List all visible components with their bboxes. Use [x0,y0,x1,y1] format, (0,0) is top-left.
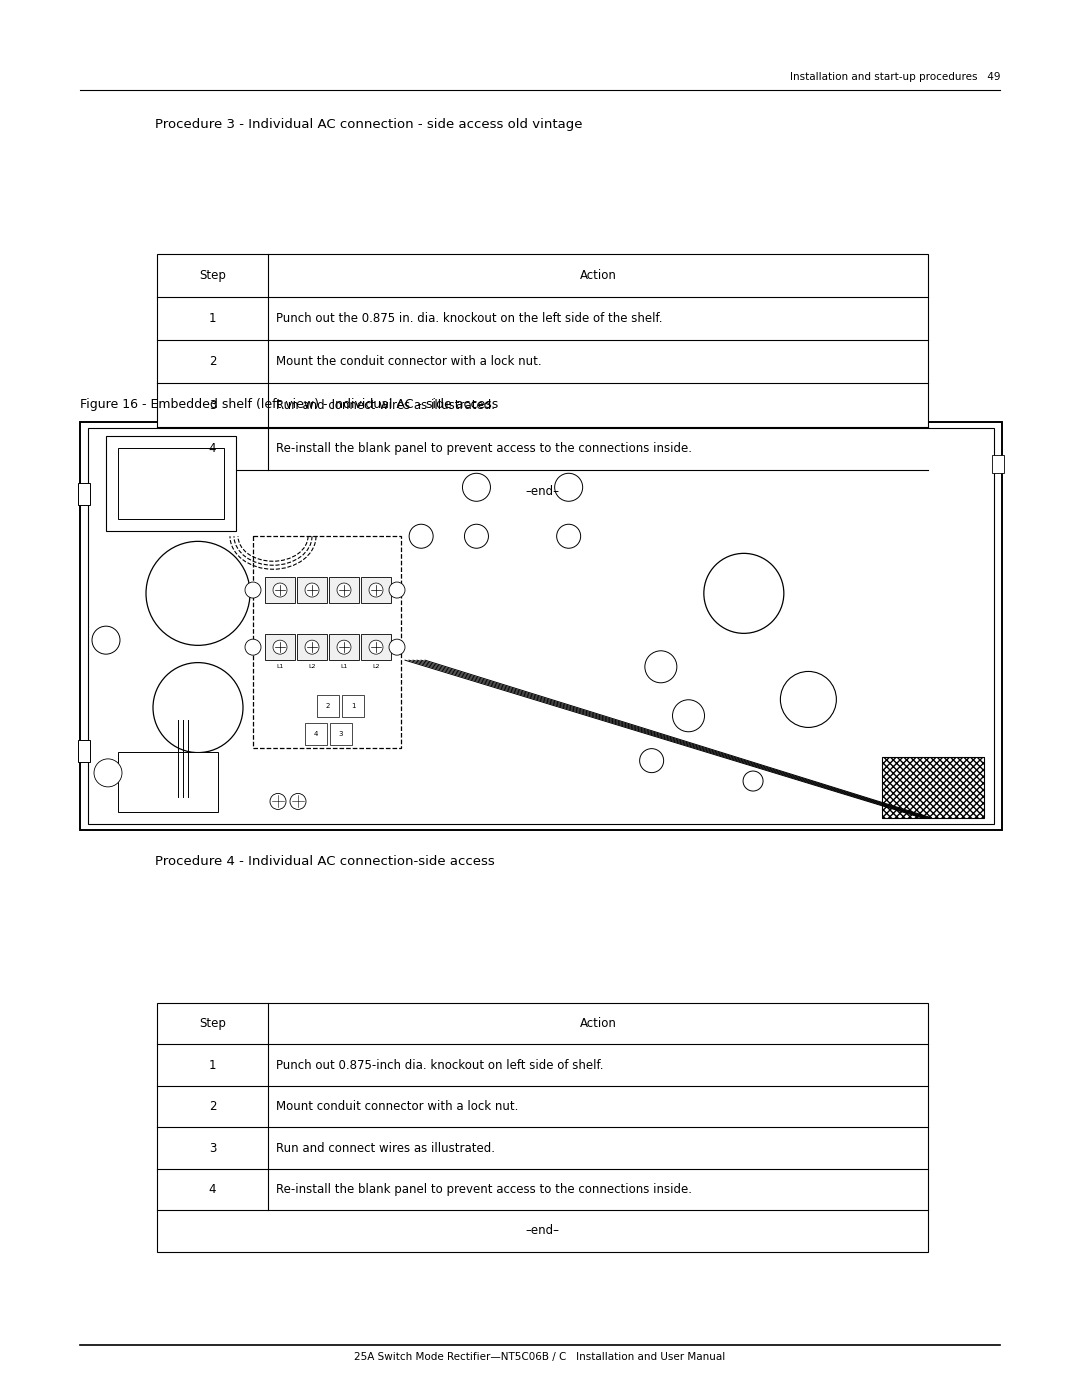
Circle shape [273,640,287,654]
Text: Mount the conduit connector with a lock nut.: Mount the conduit connector with a lock … [276,355,542,369]
Circle shape [462,474,490,502]
Circle shape [291,793,306,809]
Circle shape [556,524,581,548]
Circle shape [146,542,249,645]
Circle shape [743,771,764,791]
Text: Step: Step [199,1017,226,1030]
Circle shape [555,474,583,502]
Text: Punch out the 0.875 in. dia. knockout on the left side of the shelf.: Punch out the 0.875 in. dia. knockout on… [276,313,663,326]
Bar [118,448,224,520]
Bar [342,696,364,718]
Text: 1: 1 [208,313,216,326]
Bar [265,577,295,604]
Bar [80,422,1002,830]
Text: Mount conduit connector with a lock nut.: Mount conduit connector with a lock nut. [276,1101,518,1113]
Text: L2: L2 [308,664,315,669]
Bar [318,696,339,718]
Text: 4: 4 [208,1183,216,1196]
Bar [87,427,994,824]
Text: L1: L1 [276,664,284,669]
Circle shape [704,553,784,633]
Text: Re-install the blank panel to prevent access to the connections inside.: Re-install the blank panel to prevent ac… [276,1183,692,1196]
Text: L2: L2 [373,664,380,669]
Text: 1: 1 [208,1059,216,1071]
Text: Installation and start-up procedures   49: Installation and start-up procedures 49 [789,73,1000,82]
Circle shape [781,672,836,728]
Bar [78,740,90,763]
Circle shape [639,749,663,773]
Bar [329,634,359,661]
Circle shape [409,524,433,548]
Circle shape [94,759,122,787]
Text: Punch out 0.875-inch dia. knockout on left side of shelf.: Punch out 0.875-inch dia. knockout on le… [276,1059,604,1071]
Circle shape [389,583,405,598]
Text: Action: Action [580,270,617,282]
Text: 2: 2 [208,355,216,369]
Circle shape [673,700,704,732]
Circle shape [337,640,351,654]
Text: Step: Step [199,270,226,282]
Bar [265,634,295,661]
Text: Procedure 4 - Individual AC connection-side access: Procedure 4 - Individual AC connection-s… [156,855,495,868]
Circle shape [369,640,383,654]
Text: Procedure 3 - Individual AC connection - side access old vintage: Procedure 3 - Individual AC connection -… [156,117,582,131]
Bar [330,724,352,746]
Circle shape [270,793,286,809]
Bar [118,753,218,813]
Bar [993,454,1004,472]
Circle shape [153,662,243,753]
Text: Figure 16 - Embedded shelf (left view) - Individual AC - side access: Figure 16 - Embedded shelf (left view) -… [80,398,498,411]
Text: Run and connect wires as illustrated.: Run and connect wires as illustrated. [276,1141,496,1154]
Bar [882,757,984,817]
Text: L1: L1 [340,664,348,669]
Bar [361,634,391,661]
Circle shape [273,583,287,597]
Circle shape [389,640,405,655]
Circle shape [645,651,677,683]
Bar [157,1003,928,1252]
Text: 4: 4 [314,732,319,738]
Circle shape [464,524,488,548]
Text: 2: 2 [208,1101,216,1113]
Circle shape [369,583,383,597]
Text: –end–: –end– [525,1225,559,1238]
Bar [157,254,928,513]
Bar [106,436,237,531]
Circle shape [305,640,319,654]
Bar [297,577,327,604]
Text: 3: 3 [339,732,343,738]
Circle shape [245,640,261,655]
Text: 4: 4 [208,441,216,454]
Text: 1: 1 [351,703,355,710]
Text: 25A Switch Mode Rectifier—NT5C06B / C   Installation and User Manual: 25A Switch Mode Rectifier—NT5C06B / C In… [354,1352,726,1362]
Text: 2: 2 [326,703,330,710]
Text: –end–: –end– [525,485,559,497]
Bar [78,483,90,506]
Circle shape [92,626,120,654]
Bar [329,577,359,604]
Bar [297,634,327,661]
Bar [305,724,327,746]
Circle shape [305,583,319,597]
Text: 3: 3 [208,398,216,412]
Bar [253,536,401,749]
Text: Run and connect wires as illustrated.: Run and connect wires as illustrated. [276,398,496,412]
Circle shape [337,583,351,597]
Text: Re-install the blank panel to prevent access to the connections inside.: Re-install the blank panel to prevent ac… [276,441,692,454]
Circle shape [245,583,261,598]
Text: 3: 3 [208,1141,216,1154]
Bar [361,577,391,604]
Text: Action: Action [580,1017,617,1030]
